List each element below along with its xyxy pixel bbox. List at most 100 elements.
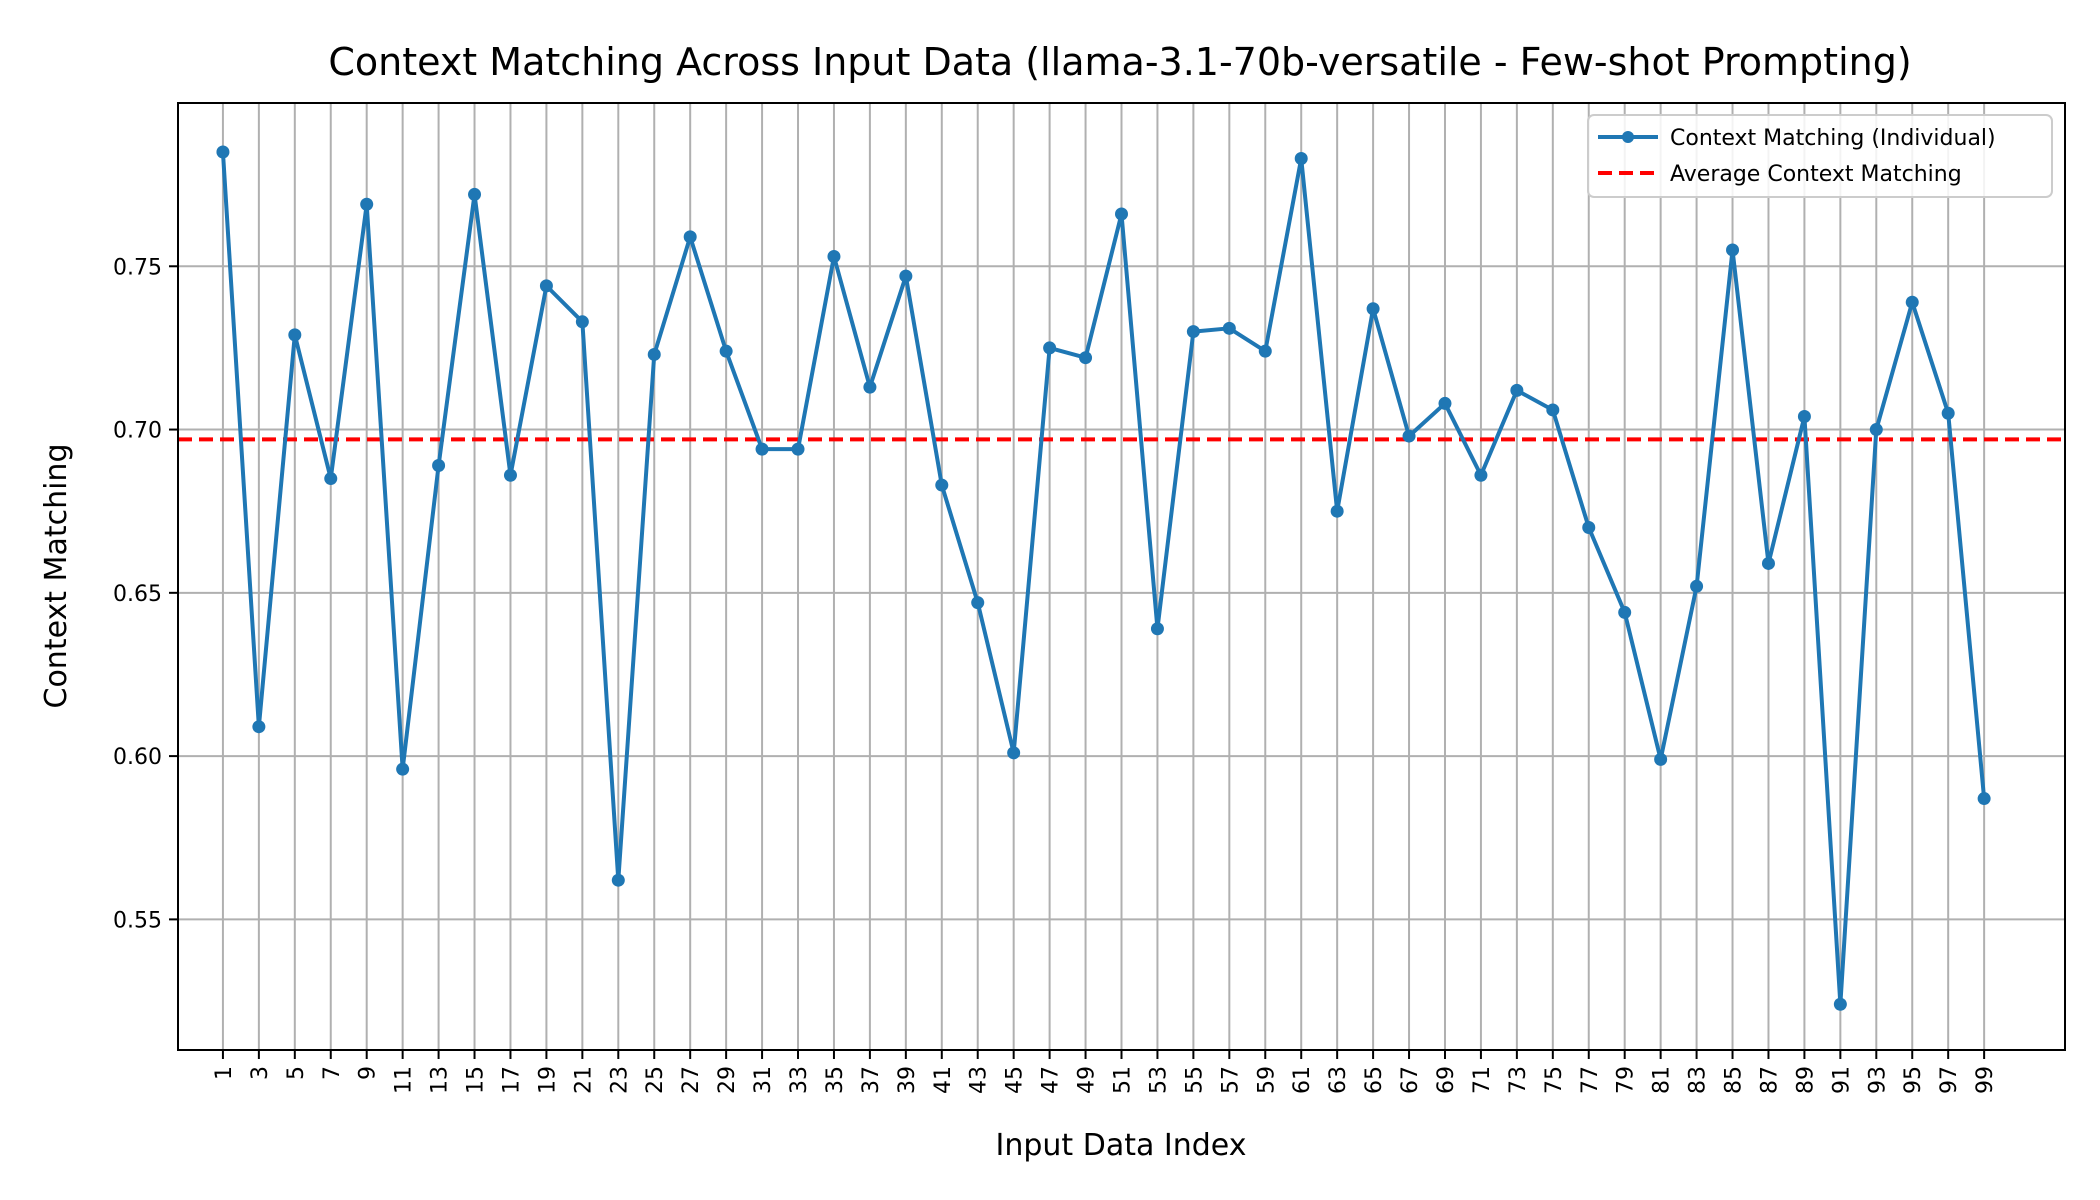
x-tick-label: 29	[715, 1066, 740, 1094]
x-tick-label: 75	[1542, 1066, 1567, 1094]
data-point	[1690, 579, 1704, 593]
x-tick-label: 59	[1254, 1066, 1279, 1094]
data-point	[935, 478, 949, 492]
x-tick-label: 77	[1578, 1066, 1603, 1094]
x-tick-label: 57	[1218, 1066, 1243, 1094]
legend-label-individual: Context Matching (Individual)	[1670, 126, 1996, 151]
x-tick-label: 91	[1829, 1066, 1854, 1094]
data-point	[1977, 792, 1991, 806]
x-tick-label: 39	[895, 1066, 920, 1094]
x-tick-label: 9	[356, 1066, 381, 1080]
data-point	[899, 269, 913, 283]
data-point	[1474, 468, 1488, 482]
data-point	[1797, 409, 1811, 423]
x-tick-label: 83	[1686, 1066, 1711, 1094]
data-point	[1115, 207, 1128, 221]
data-point	[539, 279, 553, 293]
x-tick-label: 11	[392, 1066, 417, 1094]
data-point	[288, 328, 302, 342]
series-layer	[216, 145, 1991, 1011]
x-tick-label: 97	[1937, 1066, 1962, 1094]
data-point	[1761, 556, 1775, 570]
x-tick-label: 53	[1146, 1066, 1171, 1094]
data-point	[252, 720, 266, 734]
x-tick-label: 61	[1290, 1066, 1315, 1094]
data-point	[1186, 325, 1200, 339]
data-point	[827, 249, 841, 263]
data-point	[791, 442, 805, 456]
x-tick-label: 33	[787, 1066, 812, 1094]
x-tick-label: 55	[1182, 1066, 1207, 1094]
data-point	[1582, 521, 1596, 535]
x-tick-label: 71	[1470, 1066, 1495, 1094]
x-tick-label: 21	[571, 1066, 596, 1094]
data-point	[575, 315, 589, 329]
x-tick-label: 47	[1039, 1066, 1064, 1094]
grid	[178, 103, 2065, 1050]
data-point	[1222, 321, 1236, 335]
x-tick-label: 17	[499, 1066, 524, 1094]
y-tick-label: 0.75	[113, 255, 162, 280]
x-tick-label: 37	[859, 1066, 884, 1094]
y-axis: 0.55 0.60 0.65 0.70 0.75	[113, 255, 178, 933]
x-tick-label: 87	[1757, 1066, 1782, 1094]
data-point	[1366, 302, 1380, 316]
data-point	[360, 197, 374, 211]
x-tick-label: 79	[1614, 1066, 1639, 1094]
y-axis-label: Context Matching	[39, 444, 74, 709]
x-tick-label: 63	[1326, 1066, 1351, 1094]
legend-marker-individual	[1622, 131, 1634, 143]
y-tick-label: 0.60	[113, 745, 162, 770]
data-point	[1258, 344, 1272, 358]
x-tick-label: 7	[320, 1066, 345, 1080]
legend-label-average: Average Context Matching	[1670, 162, 1962, 187]
data-point	[647, 347, 661, 361]
data-point	[1510, 383, 1524, 397]
data-point	[1869, 423, 1883, 437]
data-point	[863, 380, 877, 394]
data-point	[1402, 429, 1416, 443]
data-point	[1833, 997, 1847, 1011]
legend: Context Matching (Individual) Average Co…	[1587, 114, 2053, 198]
x-tick-label: 95	[1901, 1066, 1926, 1094]
chart-title: Context Matching Across Input Data (llam…	[328, 40, 1911, 84]
x-tick-label: 85	[1722, 1066, 1747, 1094]
x-tick-label: 3	[248, 1066, 273, 1080]
data-point	[1618, 605, 1632, 619]
data-point	[1294, 152, 1308, 166]
x-tick-label: 49	[1075, 1066, 1100, 1094]
x-axis: 1 3 5 7 9 11 13 15 17 19 21 23 25 27 29 31 33 35 37 39 41 43 4…	[212, 1050, 1998, 1094]
data-point	[1726, 243, 1740, 257]
series-line-individual	[220, 151, 1987, 1007]
x-tick-label: 15	[464, 1066, 489, 1094]
data-point	[503, 468, 517, 482]
data-point	[683, 230, 697, 244]
y-tick-label: 0.65	[113, 582, 162, 607]
x-tick-label: 45	[1003, 1066, 1028, 1094]
data-point	[1654, 752, 1668, 766]
data-point	[216, 145, 230, 159]
x-tick-label: 99	[1973, 1066, 1998, 1094]
x-tick-label: 69	[1434, 1066, 1459, 1094]
data-point	[1007, 746, 1021, 760]
y-tick-label: 0.70	[113, 419, 162, 444]
data-point	[1438, 396, 1452, 410]
x-tick-label: 43	[967, 1066, 992, 1094]
data-point	[396, 762, 410, 776]
x-tick-label: 13	[428, 1066, 453, 1094]
x-tick-label: 67	[1398, 1066, 1423, 1094]
x-tick-label: 81	[1650, 1066, 1675, 1094]
x-tick-label: 73	[1506, 1066, 1531, 1094]
x-tick-label: 51	[1111, 1066, 1136, 1094]
data-point	[719, 344, 733, 358]
data-point	[755, 442, 769, 456]
data-point	[1941, 406, 1955, 420]
x-tick-label: 1	[212, 1066, 237, 1080]
data-point	[1150, 622, 1164, 636]
x-tick-label: 89	[1793, 1066, 1818, 1094]
x-tick-label: 25	[643, 1066, 668, 1094]
data-point	[1079, 351, 1093, 365]
data-point	[1905, 295, 1919, 309]
x-tick-label: 23	[607, 1066, 632, 1094]
